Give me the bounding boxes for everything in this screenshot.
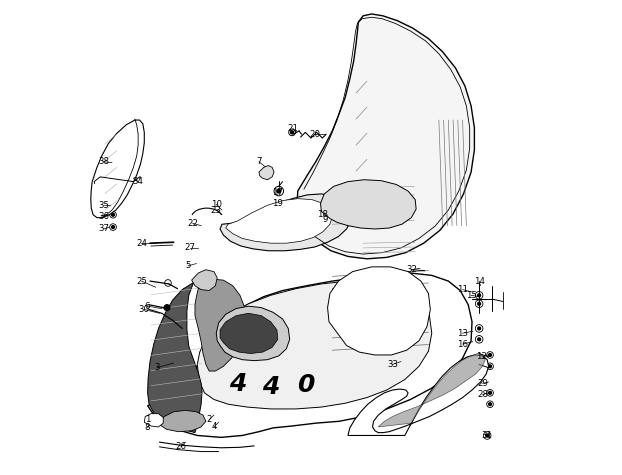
Circle shape [277, 189, 281, 193]
Circle shape [489, 353, 491, 356]
Text: 25: 25 [136, 276, 147, 285]
Polygon shape [216, 306, 290, 361]
Text: 12: 12 [476, 352, 487, 361]
Text: 4: 4 [229, 372, 246, 396]
Polygon shape [192, 270, 217, 291]
Text: 17: 17 [272, 188, 284, 197]
Polygon shape [348, 355, 489, 436]
Circle shape [478, 303, 481, 305]
Text: 5: 5 [185, 261, 190, 270]
Text: 33: 33 [387, 360, 398, 369]
Text: 0: 0 [297, 373, 314, 397]
Circle shape [478, 338, 481, 341]
Circle shape [111, 226, 114, 228]
Polygon shape [320, 180, 416, 229]
Text: 18: 18 [317, 210, 328, 219]
Polygon shape [197, 281, 432, 409]
Circle shape [489, 403, 491, 406]
Text: 35: 35 [98, 201, 109, 210]
Text: 32: 32 [406, 265, 417, 274]
Text: 7: 7 [256, 157, 262, 166]
Polygon shape [328, 267, 430, 355]
Text: 37: 37 [98, 225, 109, 234]
Text: 23: 23 [211, 206, 222, 215]
Polygon shape [144, 414, 163, 427]
Text: 19: 19 [272, 199, 283, 208]
Polygon shape [378, 353, 485, 427]
Text: 10: 10 [211, 200, 222, 209]
Polygon shape [195, 279, 246, 371]
Text: 24: 24 [136, 238, 147, 247]
Polygon shape [259, 165, 274, 180]
Text: 4: 4 [262, 375, 279, 399]
Polygon shape [91, 120, 144, 218]
Polygon shape [297, 14, 475, 259]
Polygon shape [147, 283, 202, 433]
Text: 16: 16 [457, 340, 468, 349]
Text: 6: 6 [145, 302, 151, 311]
Text: 2: 2 [207, 415, 212, 424]
Text: 3: 3 [154, 363, 160, 372]
Text: 1: 1 [145, 415, 151, 424]
Polygon shape [220, 314, 278, 353]
Text: 9: 9 [323, 215, 328, 224]
Text: 14: 14 [473, 276, 485, 285]
Text: 30: 30 [139, 305, 150, 314]
Circle shape [164, 305, 170, 311]
Text: 36: 36 [98, 212, 109, 221]
Text: 13: 13 [457, 329, 468, 338]
Polygon shape [147, 273, 472, 437]
Text: 20: 20 [309, 130, 320, 139]
Text: 8: 8 [145, 423, 151, 432]
Circle shape [489, 365, 491, 368]
Circle shape [111, 204, 114, 207]
Circle shape [486, 434, 489, 437]
Polygon shape [220, 194, 353, 251]
Text: 29: 29 [477, 379, 488, 388]
Circle shape [478, 327, 481, 330]
Circle shape [322, 218, 326, 221]
Text: 11: 11 [457, 285, 468, 294]
Text: 27: 27 [185, 243, 196, 252]
Circle shape [489, 391, 491, 394]
Text: 26: 26 [175, 442, 186, 451]
Polygon shape [159, 410, 206, 432]
Text: 22: 22 [187, 219, 198, 228]
Text: 28: 28 [477, 390, 488, 399]
Text: 38: 38 [98, 157, 109, 166]
Text: 34: 34 [132, 177, 144, 186]
Text: 15: 15 [466, 291, 476, 300]
Circle shape [478, 294, 481, 297]
Polygon shape [226, 199, 332, 243]
Text: 21: 21 [287, 124, 299, 133]
Circle shape [290, 131, 294, 134]
Text: 31: 31 [481, 431, 493, 440]
Text: 4: 4 [211, 422, 216, 431]
Circle shape [111, 213, 114, 216]
